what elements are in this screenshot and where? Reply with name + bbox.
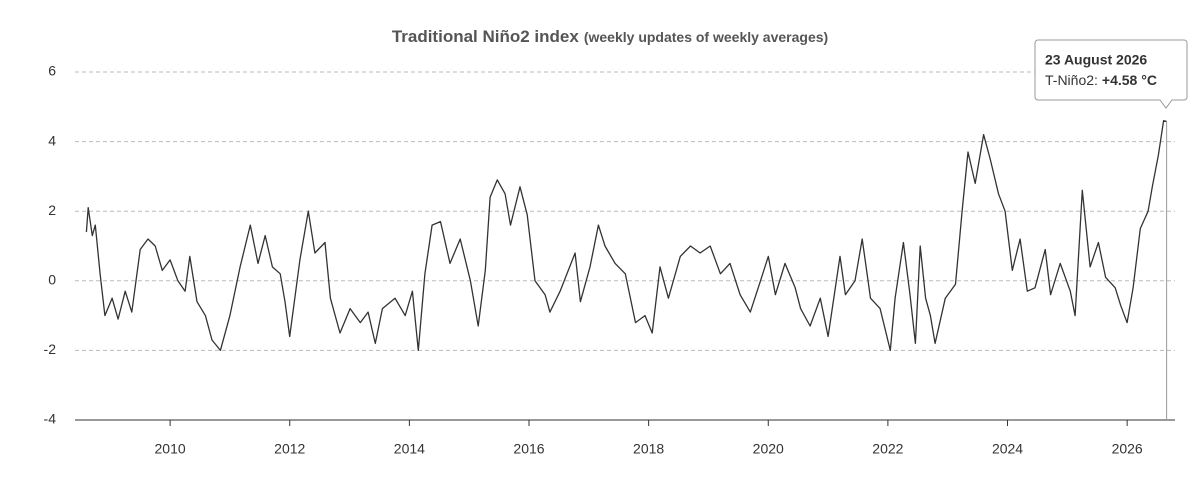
- subtitle: (weekly updates of weekly averages): [584, 29, 828, 45]
- title: Traditional Niño2 index: [392, 27, 580, 46]
- x-tick-label: 2020: [753, 441, 784, 457]
- x-tick-label: 2026: [1112, 441, 1143, 457]
- x-tick-label: 2010: [155, 441, 186, 457]
- x-tick-label: 2014: [394, 441, 425, 457]
- x-tick-label: 2022: [872, 441, 903, 457]
- tooltip-value: +4.58 °C: [1102, 72, 1157, 88]
- y-tick-label: 0: [48, 272, 56, 288]
- tooltip-box: [1034, 39, 1188, 109]
- x-tick-label: 2018: [633, 441, 664, 457]
- tooltip: 23 August 2026 T-Niño2: +4.58 °C: [1034, 39, 1188, 109]
- x-tick-label: 2024: [992, 441, 1023, 457]
- chart-title: Traditional Niño2 index (weekly updates o…: [392, 27, 828, 46]
- y-tick-label: 4: [48, 132, 56, 148]
- y-tick-label: 2: [48, 202, 56, 218]
- tooltip-title: 23 August 2026: [1045, 52, 1147, 68]
- y-tick-label: -4: [44, 411, 57, 427]
- x-tick-label: 2012: [274, 441, 305, 457]
- x-tick-label: 2016: [513, 441, 544, 457]
- series-line: [85, 120, 1167, 352]
- tooltip-label: T-Niño2:: [1045, 72, 1098, 88]
- y-tick-label: -2: [44, 341, 57, 357]
- tooltip-line: T-Niño2: +4.58 °C: [1045, 72, 1157, 88]
- y-tick-label: 6: [48, 63, 56, 79]
